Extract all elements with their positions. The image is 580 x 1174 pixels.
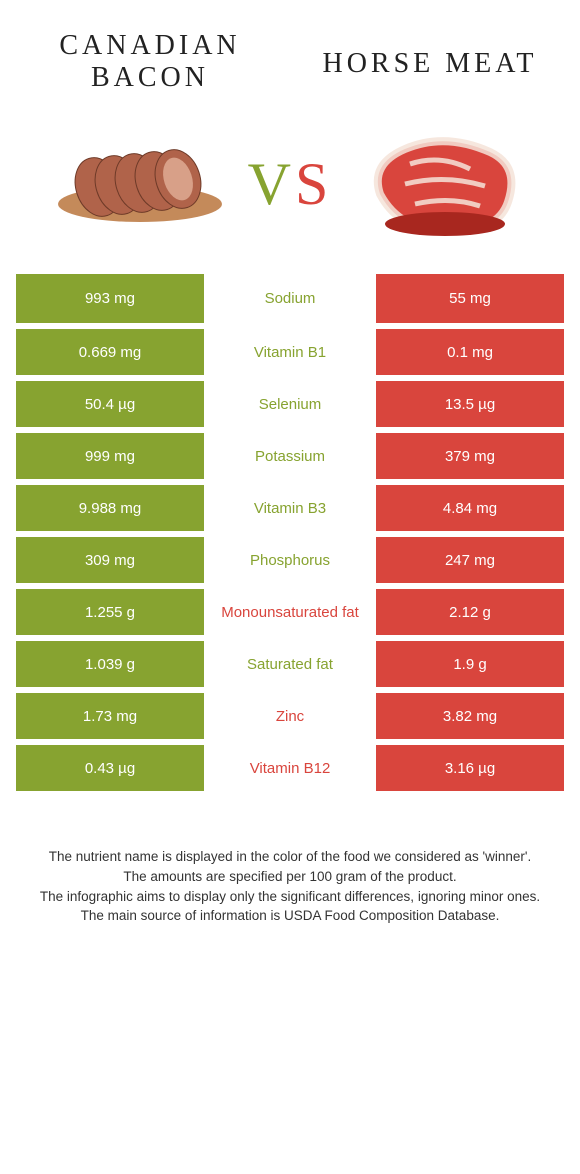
value-left: 50.4 µg xyxy=(16,378,204,430)
value-left: 0.43 µg xyxy=(16,742,204,794)
table-row: 993 mgSodium55 mg xyxy=(16,274,564,326)
bacon-icon xyxy=(50,129,230,239)
food-b-image xyxy=(350,124,530,244)
comparison-table: 993 mgSodium55 mg0.669 mgVitamin B10.1 m… xyxy=(16,274,564,797)
value-right: 247 mg xyxy=(376,534,564,586)
value-right: 3.16 µg xyxy=(376,742,564,794)
table-row: 0.669 mgVitamin B10.1 mg xyxy=(16,326,564,378)
value-right: 0.1 mg xyxy=(376,326,564,378)
value-left: 993 mg xyxy=(16,274,204,326)
vs-label: VS xyxy=(248,150,333,219)
value-right: 379 mg xyxy=(376,430,564,482)
value-right: 1.9 g xyxy=(376,638,564,690)
table-row: 0.43 µgVitamin B123.16 µg xyxy=(16,742,564,794)
table-row: 9.988 mgVitamin B34.84 mg xyxy=(16,482,564,534)
nutrient-name: Phosphorus xyxy=(204,534,376,586)
value-right: 3.82 mg xyxy=(376,690,564,742)
nutrient-name: Saturated fat xyxy=(204,638,376,690)
table-row: 309 mgPhosphorus247 mg xyxy=(16,534,564,586)
nutrient-name: Vitamin B1 xyxy=(204,326,376,378)
value-right: 13.5 µg xyxy=(376,378,564,430)
value-left: 1.039 g xyxy=(16,638,204,690)
table-row: 1.255 gMonounsaturated fat2.12 g xyxy=(16,586,564,638)
header: CANADIAN BACON HORSE MEAT xyxy=(0,0,580,104)
nutrient-name: Vitamin B3 xyxy=(204,482,376,534)
value-left: 309 mg xyxy=(16,534,204,586)
food-a-image xyxy=(50,124,230,244)
table-row: 999 mgPotassium379 mg xyxy=(16,430,564,482)
value-left: 999 mg xyxy=(16,430,204,482)
nutrient-name: Selenium xyxy=(204,378,376,430)
footer-line-2: The amounts are specified per 100 gram o… xyxy=(30,867,550,887)
food-b-title: HORSE MEAT xyxy=(320,48,540,80)
footer-line-3: The infographic aims to display only the… xyxy=(30,887,550,907)
value-left: 1.255 g xyxy=(16,586,204,638)
value-right: 2.12 g xyxy=(376,586,564,638)
infographic-container: CANADIAN BACON HORSE MEAT VS xyxy=(0,0,580,946)
value-left: 1.73 mg xyxy=(16,690,204,742)
table-row: 1.73 mgZinc3.82 mg xyxy=(16,690,564,742)
value-left: 0.669 mg xyxy=(16,326,204,378)
table-row: 1.039 gSaturated fat1.9 g xyxy=(16,638,564,690)
table-row: 50.4 µgSelenium13.5 µg xyxy=(16,378,564,430)
footer-line-1: The nutrient name is displayed in the co… xyxy=(30,847,550,867)
footer-line-4: The main source of information is USDA F… xyxy=(30,906,550,926)
nutrient-name: Monounsaturated fat xyxy=(204,586,376,638)
nutrient-name: Zinc xyxy=(204,690,376,742)
value-left: 9.988 mg xyxy=(16,482,204,534)
food-a-title: CANADIAN BACON xyxy=(40,30,260,94)
footer-notes: The nutrient name is displayed in the co… xyxy=(0,797,580,945)
vs-row: VS xyxy=(0,104,580,274)
nutrient-name: Vitamin B12 xyxy=(204,742,376,794)
nutrient-name: Sodium xyxy=(204,274,376,326)
value-right: 55 mg xyxy=(376,274,564,326)
steak-icon xyxy=(350,124,530,244)
nutrient-name: Potassium xyxy=(204,430,376,482)
value-right: 4.84 mg xyxy=(376,482,564,534)
